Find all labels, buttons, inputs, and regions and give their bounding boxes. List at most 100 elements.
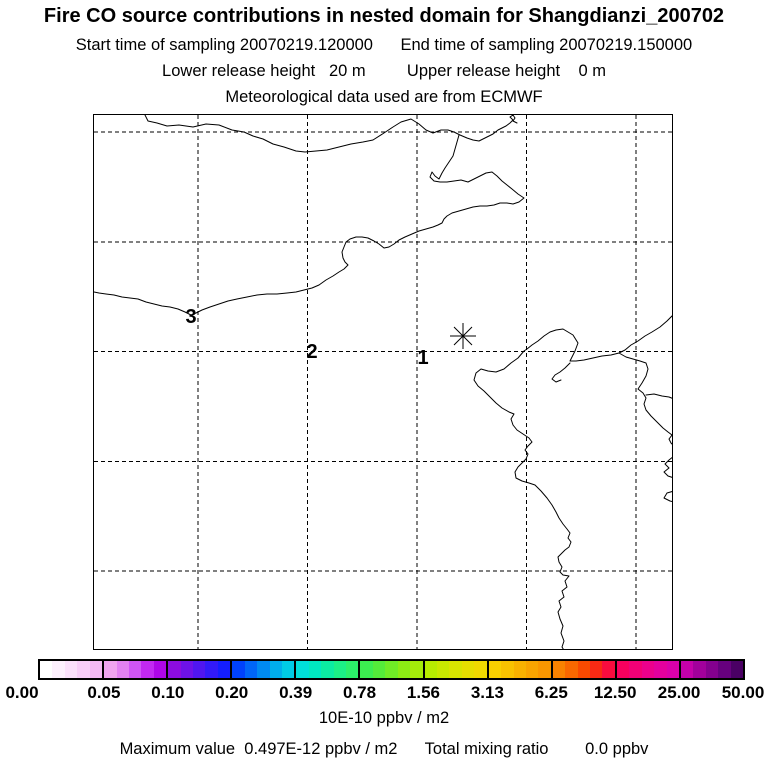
colorbar-tick-label: 0.05 — [87, 683, 121, 702]
colorbar-cell — [501, 661, 514, 678]
colorbar-cell — [654, 661, 667, 678]
coastline-bohai-west — [473, 328, 620, 649]
colorbar-cell — [449, 661, 462, 678]
colorbar-segment — [614, 661, 679, 678]
colorbar-cell — [513, 661, 526, 678]
colorbar-cell — [104, 661, 117, 678]
colorbar-cell — [217, 661, 231, 678]
coastline-east-branch — [645, 393, 672, 399]
colorbar — [38, 659, 745, 680]
map-canvas: 1 2 3 — [94, 115, 672, 649]
colorbar-cell — [525, 661, 539, 678]
colorbar-cell — [321, 661, 334, 678]
colorbar-cell — [193, 661, 206, 678]
colorbar-cell — [205, 661, 218, 678]
colorbar-cell — [397, 661, 411, 678]
colorbar-cell — [616, 661, 630, 678]
colorbar-tick-label: 0.20 — [215, 683, 249, 702]
colorbar-cell — [269, 661, 282, 678]
colorbar-segment — [486, 661, 551, 678]
colorbar-cell — [436, 661, 450, 678]
colorbar-cell — [346, 661, 359, 678]
sampling-time-line: Start time of sampling 20070219.120000 E… — [75, 36, 693, 54]
colorbar-segment — [230, 661, 295, 678]
colorbar-tick-label: 12.50 — [593, 683, 637, 702]
colorbar-cell — [577, 661, 591, 678]
colorbar-cell — [180, 661, 194, 678]
colorbar-cell — [705, 661, 719, 678]
colorbar-cell — [629, 661, 642, 678]
coastlines — [94, 115, 672, 649]
trajectory-point-label: 3 — [185, 306, 196, 328]
coastline-liaodong-bay — [94, 134, 525, 316]
colorbar-cell — [461, 661, 475, 678]
station-marker-icon — [450, 323, 476, 349]
colorbar-cell — [296, 661, 309, 678]
colorbar-cell — [168, 661, 181, 678]
colorbar-tick-label: 0.39 — [279, 683, 313, 702]
summary-line: Maximum value 0.497E-12 ppbv / m2 Total … — [119, 740, 649, 758]
colorbar-segment — [550, 661, 615, 678]
colorbar-cell — [680, 661, 694, 678]
colorbar-cell — [424, 661, 437, 678]
colorbar-cell — [257, 661, 270, 678]
coastline-bohai-east — [618, 352, 672, 445]
colorbar-segment — [102, 661, 167, 678]
colorbar-cell — [552, 661, 566, 678]
colorbar-tick-label: 1.56 — [406, 683, 440, 702]
colorbar-cell — [385, 661, 398, 678]
trajectory-point-label: 1 — [417, 347, 428, 369]
colorbar-cell — [718, 661, 731, 678]
colorbar-cell — [590, 661, 603, 678]
colorbar-cell — [474, 661, 487, 678]
coastline-river-hook — [551, 362, 571, 383]
colorbar-cell — [153, 661, 167, 678]
colorbar-tick-label: 50.00 — [721, 683, 765, 702]
colorbar-cell — [693, 661, 706, 678]
colorbar-cell — [281, 661, 295, 678]
colorbar-cell — [40, 661, 53, 678]
colorbar-cell — [308, 661, 322, 678]
figure-title: Fire CO source contributions in nested d… — [43, 5, 725, 27]
colorbar-cell — [410, 661, 423, 678]
colorbar-cell — [488, 661, 502, 678]
coastline-north-border — [144, 115, 518, 153]
colorbar-cell — [52, 661, 65, 678]
colorbar-cell — [333, 661, 347, 678]
graticule — [94, 115, 672, 649]
colorbar-cell — [730, 661, 744, 678]
colorbar-cell — [360, 661, 373, 678]
colorbar-cell — [128, 661, 142, 678]
colorbar-cell — [666, 661, 679, 678]
colorbar-cell — [602, 661, 615, 678]
coastline-edge-islands-upper — [663, 456, 672, 478]
colorbar-cell — [538, 661, 551, 678]
colorbar-unit-label: 10E-10 ppbv / m2 — [318, 709, 450, 727]
colorbar-tick-label: 25.00 — [657, 683, 701, 702]
map-panel: 1 2 3 — [93, 114, 673, 650]
colorbar-segment — [678, 661, 744, 678]
colorbar-cell — [565, 661, 578, 678]
release-height-line: Lower release height 20 m Upper release … — [162, 62, 606, 80]
coastline-liaodong-west — [618, 315, 672, 354]
colorbar-cell — [89, 661, 103, 678]
coastline-edge-islands-lower — [663, 491, 672, 503]
colorbar-tick-label: 0.78 — [342, 683, 377, 702]
colorbar-cell — [641, 661, 655, 678]
colorbar-tick-label: 0.10 — [151, 683, 185, 702]
colorbar-cell — [64, 661, 78, 678]
colorbar-cell — [116, 661, 129, 678]
colorbar-tick-label: 6.25 — [534, 683, 568, 702]
met-data-line: Meteorological data used are from ECMWF — [225, 88, 543, 106]
colorbar-segment — [294, 661, 359, 678]
colorbar-segment — [166, 661, 231, 678]
colorbar-tick-label: 0.00 — [5, 683, 39, 702]
colorbar-segment — [40, 661, 103, 678]
colorbar-segment — [422, 661, 487, 678]
colorbar-cell — [372, 661, 386, 678]
colorbar-segment — [358, 661, 423, 678]
colorbar-cell — [232, 661, 245, 678]
colorbar-cell — [244, 661, 258, 678]
colorbar-tick-label: 3.13 — [470, 683, 504, 702]
